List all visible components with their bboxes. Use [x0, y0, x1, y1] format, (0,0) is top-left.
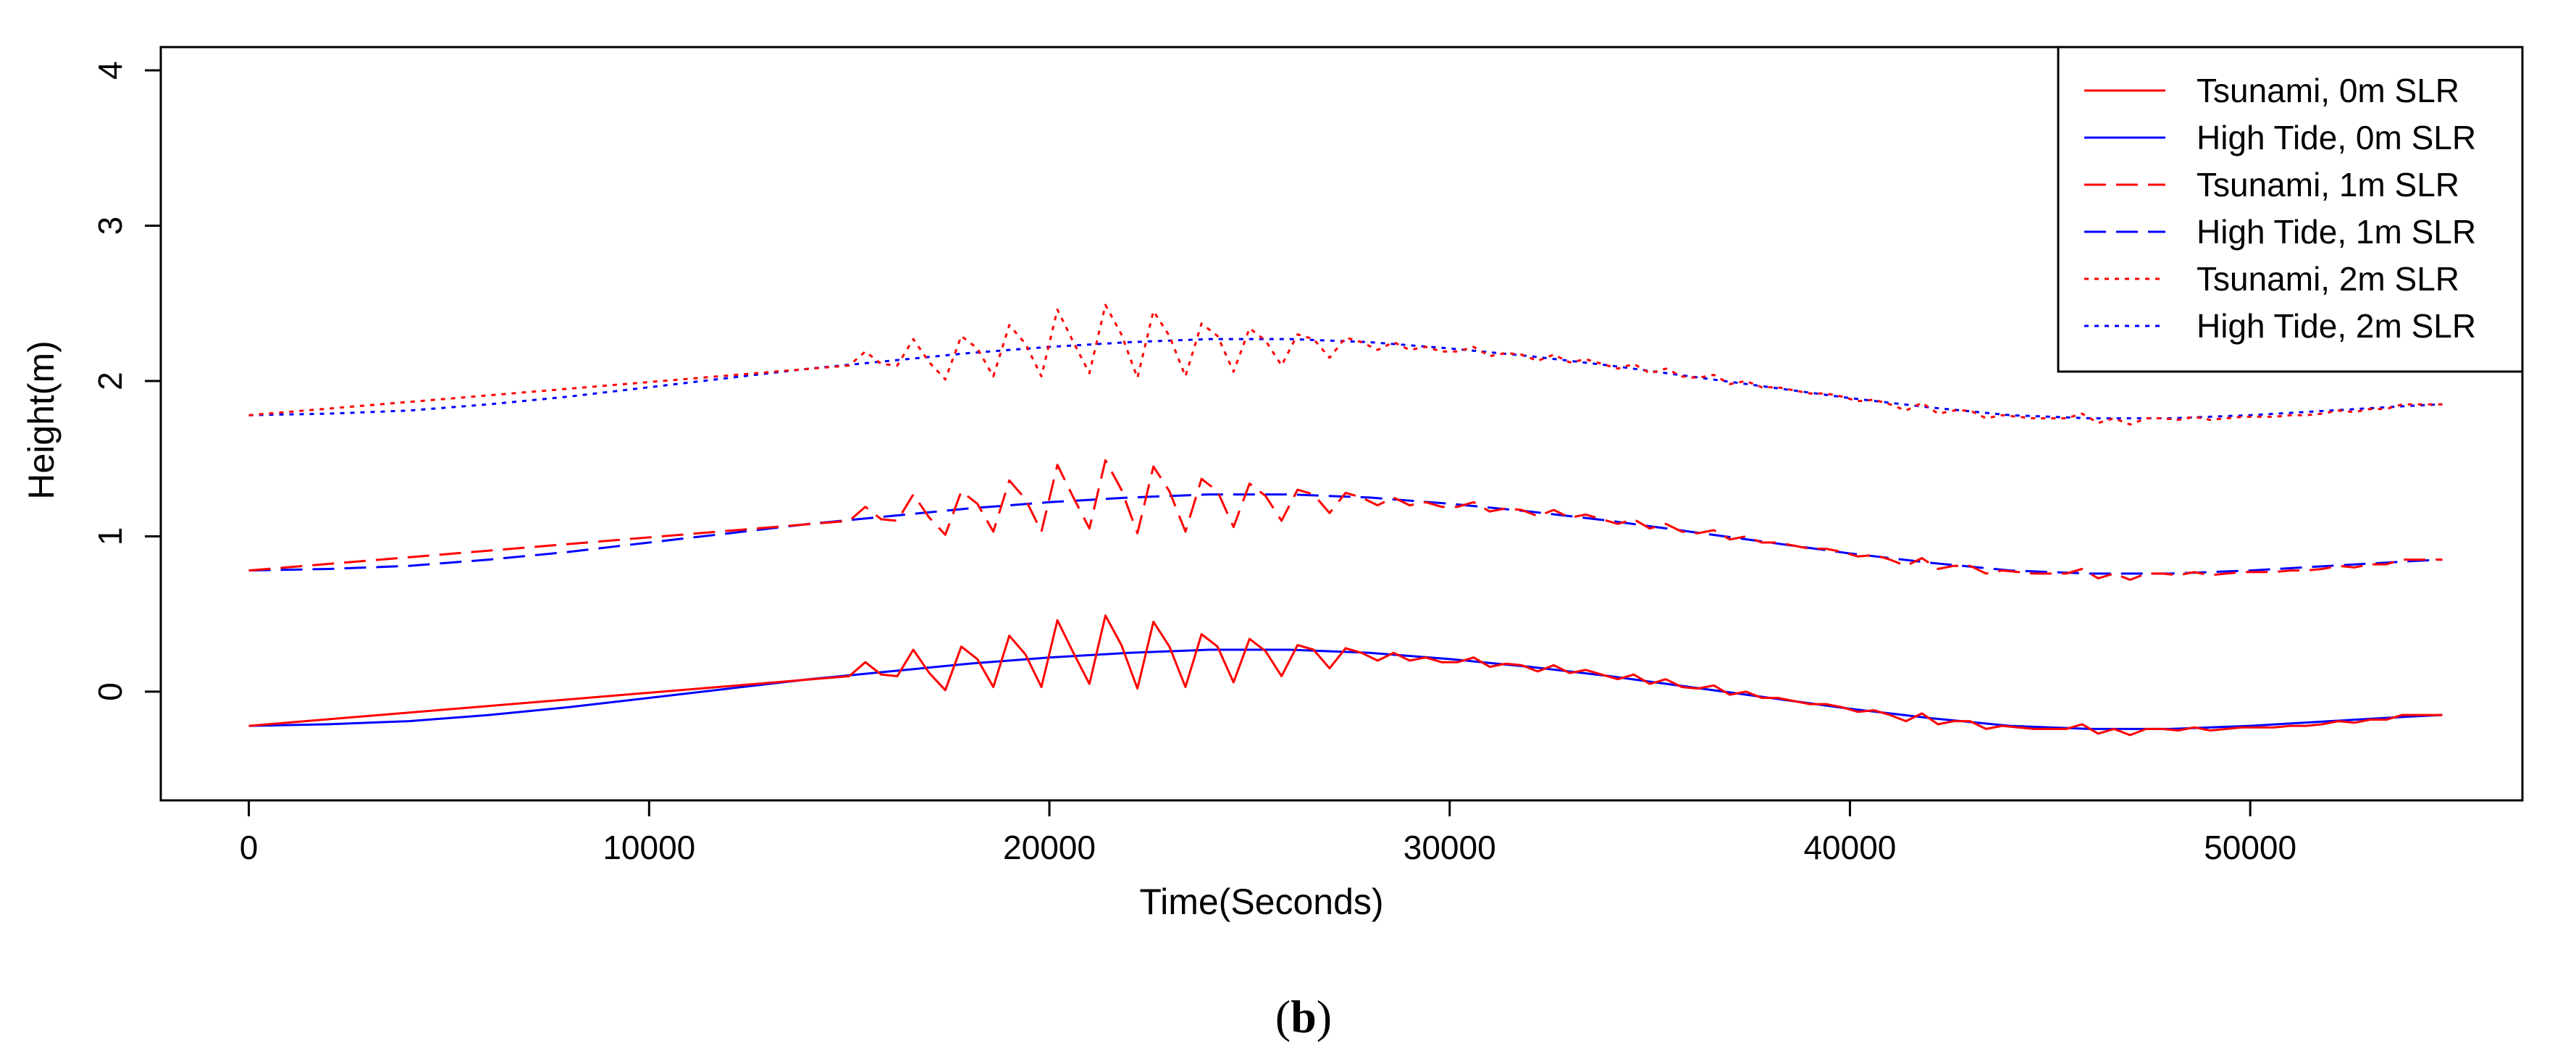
y-tick-label: 4: [91, 61, 129, 80]
x-tick-label: 50000: [2204, 829, 2296, 866]
legend-label: Tsunami, 0m SLR: [2197, 72, 2459, 109]
y-tick-label: 3: [91, 217, 129, 235]
legend-label: High Tide, 2m SLR: [2197, 307, 2476, 345]
y-axis: 0 1 2 3 4: [91, 61, 162, 701]
legend-label: High Tide, 0m SLR: [2197, 119, 2476, 156]
series-line-tsunami-2m-slr: [248, 303, 2443, 426]
x-axis-title: Time(Seconds): [1139, 882, 1383, 922]
legend-box: [2057, 46, 2524, 373]
y-tick-label: 0: [91, 682, 129, 701]
series-layer: [248, 303, 2443, 737]
series-line-tsunami-0m-slr: [248, 614, 2443, 737]
y-tick-label: 2: [91, 372, 129, 390]
x-tick-label: 10000: [603, 829, 695, 866]
legend-label: Tsunami, 2m SLR: [2197, 260, 2459, 298]
figure-caption: (b): [1275, 991, 1332, 1042]
caption-letter: b: [1291, 991, 1317, 1042]
y-axis-title: Height(m): [21, 340, 62, 499]
legend-label: Tsunami, 1m SLR: [2197, 166, 2459, 204]
caption-close-paren: ): [1317, 991, 1332, 1042]
x-tick-label: 0: [240, 829, 259, 866]
x-tick-label: 40000: [1803, 829, 1896, 866]
x-axis: 0 10000 20000 30000 40000 50000: [240, 799, 2296, 866]
x-tick-label: 20000: [1003, 829, 1096, 866]
series-line-high-tide-1m-slr: [248, 493, 2443, 575]
legend: Tsunami, 0m SLR High Tide, 0m SLR Tsunami,…: [2057, 46, 2524, 373]
series-line-tsunami-1m-slr: [248, 458, 2443, 581]
x-tick-label: 30000: [1404, 829, 1496, 866]
legend-label: High Tide, 1m SLR: [2197, 213, 2476, 251]
series-line-high-tide-2m-slr: [248, 338, 2443, 419]
y-tick-label: 1: [91, 527, 129, 546]
caption-open-paren: (: [1275, 991, 1291, 1042]
